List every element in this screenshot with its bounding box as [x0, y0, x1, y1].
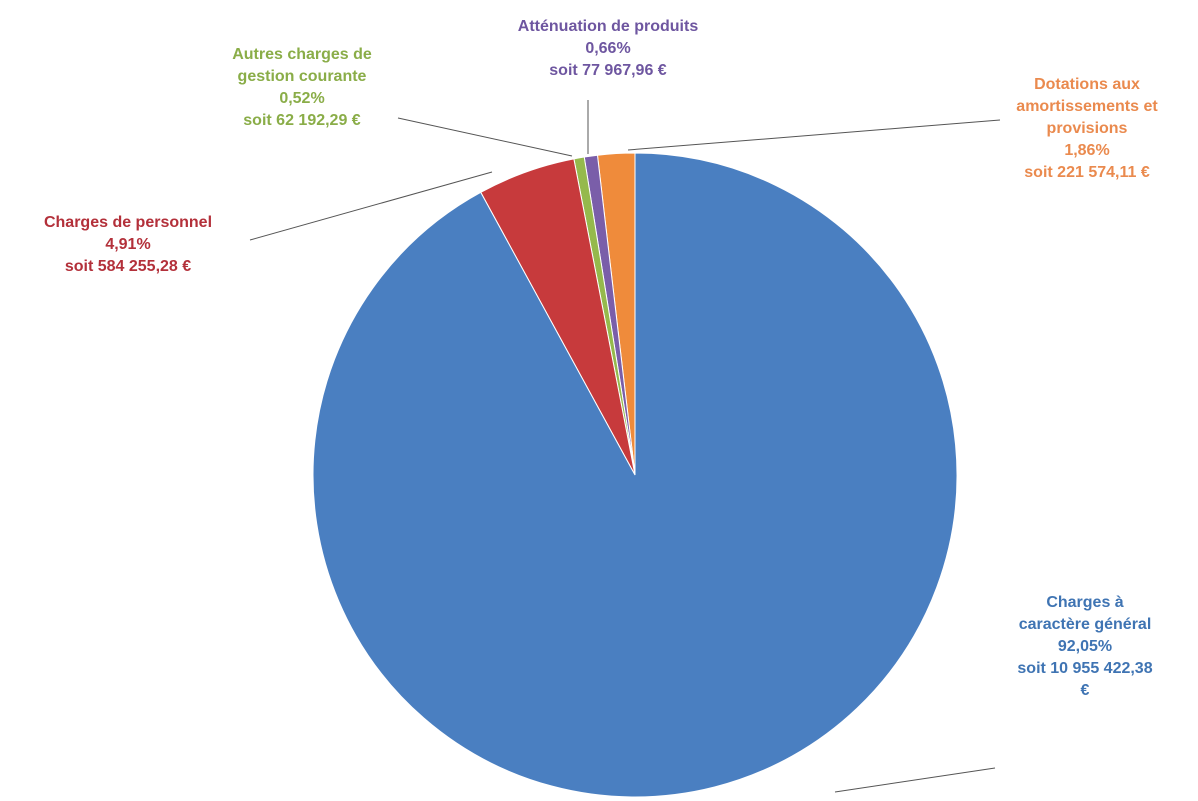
percent-label: 0,52%	[279, 90, 325, 107]
leader-line	[627, 119, 1001, 151]
leader-lines	[249, 100, 1001, 793]
slice-label: Autres charges de gestion courante 0,52% s…	[207, 44, 397, 132]
category-label: Charges à caractère général	[1018, 594, 1152, 633]
amount-label: soit 62 192,29 €	[243, 112, 361, 129]
category-label: Charges de personnel	[43, 214, 213, 231]
percent-label: 4,91%	[105, 236, 151, 253]
slice-label: Atténuation de produits 0,66% soit 77 967,…	[478, 16, 738, 82]
percent-label: 0,66%	[585, 40, 631, 57]
slice-label: Charges à caractère général 92,05% soit 10…	[1015, 592, 1155, 702]
pie-slice	[312, 152, 958, 798]
amount-label: soit 584 255,28 €	[64, 258, 192, 275]
percent-label: 92,05%	[1057, 638, 1113, 655]
amount-label: soit 221 574,11 €	[1024, 164, 1150, 181]
category-label: Atténuation de produits	[517, 18, 699, 35]
slice-label: Charges de personnel 4,91% soit 584 255,28…	[3, 212, 253, 278]
category-label: Autres charges de gestion courante	[232, 46, 372, 85]
leader-line	[834, 767, 996, 793]
leader-line	[397, 117, 573, 157]
amount-label: soit 10 955 422,38 €	[1017, 660, 1153, 699]
amount-label: soit 77 967,96 €	[549, 62, 667, 79]
category-label: Dotations aux amortissements et provisio…	[1016, 76, 1158, 137]
leader-line	[249, 171, 493, 241]
slice-label: Dotations aux amortissements et provisio…	[1002, 74, 1172, 184]
percent-label: 1,86%	[1064, 142, 1110, 159]
